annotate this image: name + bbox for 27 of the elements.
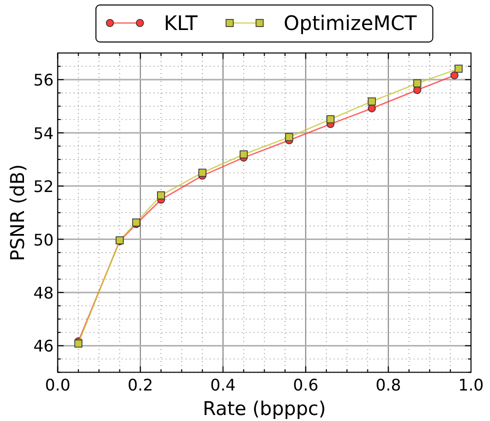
point <box>198 168 206 177</box>
y-tick-label: 56 <box>33 70 54 90</box>
x-tick-label: 0.8 <box>376 375 402 394</box>
y-tick-label: 54 <box>33 124 54 143</box>
x-tick-label: 0.0 <box>44 375 70 394</box>
point <box>454 64 463 73</box>
x-tick-label: 0.2 <box>128 375 154 394</box>
x-tick-label: 0.6 <box>292 375 318 394</box>
point <box>240 150 248 158</box>
y-tick-label: 48 <box>33 283 54 302</box>
x-axis-title: Rate (bpppc) <box>202 398 326 420</box>
point <box>326 115 334 124</box>
point <box>285 133 294 142</box>
point <box>74 340 82 348</box>
y-tick-label: 50 <box>33 230 54 250</box>
point <box>450 71 458 80</box>
point <box>413 79 422 88</box>
legend-label: OptimizeMCT <box>284 11 418 35</box>
y-tick-label: 46 <box>33 336 54 356</box>
legend-label: KLT <box>164 11 198 35</box>
point <box>157 191 166 200</box>
y-tick-label: 52 <box>33 177 54 196</box>
x-tick-label: 0.4 <box>210 375 236 394</box>
x-tick-label: 1.0 <box>458 375 484 394</box>
point <box>368 104 376 112</box>
y-axis-title: PSNR (dB) <box>7 164 29 262</box>
point <box>368 97 376 106</box>
